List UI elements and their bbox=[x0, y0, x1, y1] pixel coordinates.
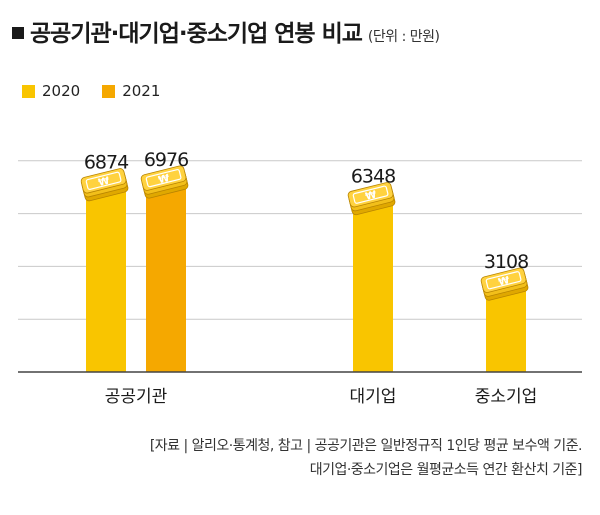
svg-text:₩: ₩ bbox=[157, 173, 170, 186]
bar-2020-3 bbox=[486, 289, 526, 372]
bar-2020-1 bbox=[86, 190, 126, 372]
category-label-2: 대기업 bbox=[350, 387, 397, 407]
category-label-1: 공공기관 bbox=[105, 387, 168, 407]
title-square-marker bbox=[12, 27, 24, 39]
bar-2020-2 bbox=[353, 204, 393, 372]
data-label-2020-3: 3108 bbox=[484, 251, 528, 273]
chart-title-row: 공공기관·대기업·중소기업 연봉 비교 (단위 : 만원) bbox=[12, 14, 440, 48]
legend-item-2021: 2021 bbox=[102, 82, 160, 100]
data-label-2020-1: 6874 bbox=[84, 152, 129, 174]
won-coin-stack-icon: ₩ bbox=[480, 267, 529, 301]
data-label-2020-2: 6348 bbox=[351, 165, 395, 187]
svg-text:₩: ₩ bbox=[497, 275, 510, 288]
legend-label-2021: 2021 bbox=[122, 82, 161, 100]
legend-swatch-2021 bbox=[102, 84, 116, 98]
bar-2021-1 bbox=[146, 187, 186, 372]
legend-label-2020: 2020 bbox=[42, 82, 81, 100]
svg-text:₩: ₩ bbox=[97, 176, 110, 189]
footnote-line-2: 대기업·중소기업은 월평균소득 연간 환산치 기준] bbox=[309, 462, 583, 478]
unit-label: (단위 : 만원) bbox=[367, 29, 440, 45]
source-footnote: [자료 | 알리오·통계청, 참고 | 공공기관은 일반정규직 1인당 평균 보… bbox=[149, 434, 583, 482]
footnote-line-1: [자료 | 알리오·통계청, 참고 | 공공기관은 일반정규직 1인당 평균 보… bbox=[149, 438, 583, 454]
data-label-2021-1: 6976 bbox=[144, 149, 188, 171]
bar-chart: ₩6874 ₩6976 ₩6348 ₩3108 공공기관 대기업 중소기업 bbox=[18, 149, 582, 407]
won-coin-stack-icon: ₩ bbox=[347, 182, 396, 216]
legend-item-2020: 2020 bbox=[22, 82, 80, 100]
chart-title: 공공기관·대기업·중소기업 연봉 비교 bbox=[30, 21, 363, 47]
legend: 2020 2021 bbox=[22, 82, 182, 100]
legend-swatch-2020 bbox=[22, 84, 35, 98]
category-label-3: 중소기업 bbox=[475, 387, 538, 407]
won-coin-stack-icon: ₩ bbox=[80, 168, 129, 202]
won-coin-stack-icon: ₩ bbox=[140, 165, 189, 199]
svg-text:₩: ₩ bbox=[364, 189, 377, 202]
